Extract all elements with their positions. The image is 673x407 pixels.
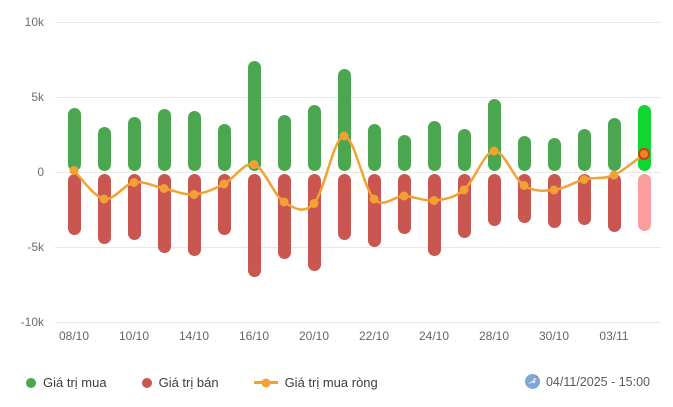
buy-bar[interactable] — [547, 137, 561, 171]
sell-bar[interactable] — [607, 174, 621, 232]
buy-legend-dot-icon — [26, 377, 36, 388]
buy-bar[interactable] — [277, 115, 291, 171]
legend-item-net[interactable]: Giá trị mua ròng — [253, 375, 378, 390]
x-axis-tick-label: 16/10 — [238, 329, 270, 343]
x-axis-tick-label: 10/10 — [118, 329, 150, 343]
gridline-10k — [55, 22, 661, 23]
x-axis-tick-label: 30/10 — [538, 329, 570, 343]
sell-legend-dot-icon — [141, 377, 152, 388]
sell-bar[interactable] — [637, 174, 651, 231]
sell-bar[interactable] — [127, 174, 141, 240]
x-axis-tick-label: 22/10 — [358, 329, 390, 343]
x-axis-tick-label: 08/10 — [58, 329, 90, 343]
sell-bar[interactable] — [157, 174, 171, 253]
buy-bar[interactable] — [307, 104, 321, 171]
sell-bar[interactable] — [277, 174, 291, 259]
sell-bar[interactable] — [337, 174, 351, 240]
buy-bar[interactable] — [517, 136, 531, 171]
y-axis-tick-label: -10k — [20, 315, 44, 329]
sell-bar[interactable] — [427, 174, 441, 256]
net-legend-line-icon — [253, 378, 278, 387]
x-axis-tick-label: 14/10 — [178, 329, 210, 343]
buy-bar[interactable] — [157, 109, 171, 171]
gridline-0 — [55, 172, 661, 173]
sell-bar[interactable] — [307, 174, 321, 271]
buy-bar[interactable] — [247, 61, 261, 171]
legend-item-sell[interactable]: Giá trị bán — [141, 375, 219, 390]
sell-bar[interactable] — [517, 174, 531, 223]
x-axis-tick-label: 28/10 — [478, 329, 510, 343]
legend-label-buy: Giá trị mua — [43, 375, 107, 390]
x-axis-tick-label: 03/11 — [599, 329, 629, 343]
buy-bar[interactable] — [187, 110, 201, 171]
gridline--5k — [55, 247, 661, 248]
timestamp-text: 04/11/2025 - 15:00 — [545, 374, 650, 389]
legend-label-net: Giá trị mua ròng — [284, 375, 378, 390]
y-axis-tick-label: -5k — [27, 240, 44, 254]
x-axis-tick-label: 20/10 — [298, 329, 330, 343]
buy-bar[interactable] — [67, 107, 81, 171]
y-axis-tick-label: 10k — [24, 15, 44, 29]
buy-bar[interactable] — [367, 124, 381, 171]
buy-bar[interactable] — [397, 134, 411, 171]
buy-bar[interactable] — [337, 68, 351, 171]
y-axis-tick-label: 0 — [37, 165, 44, 179]
x-axis-tick-label: 24/10 — [418, 329, 450, 343]
gridline-5k — [55, 97, 661, 98]
chart-timestamp: 04/11/2025 - 15:00 — [524, 374, 650, 389]
sell-bar[interactable] — [547, 174, 561, 228]
buy-bar[interactable] — [217, 124, 231, 171]
sell-bar[interactable] — [187, 174, 201, 256]
buy-bar[interactable] — [97, 127, 111, 171]
buy-bar[interactable] — [577, 128, 591, 171]
buy-bar[interactable] — [637, 104, 651, 171]
sell-bar[interactable] — [577, 174, 591, 225]
buy-bar[interactable] — [427, 121, 441, 171]
chart-legend: Giá trị mua Giá trị bán Giá trị mua ròng — [26, 375, 378, 390]
y-axis-tick-label: 5k — [31, 90, 44, 104]
site-logo-icon — [524, 374, 540, 389]
sell-bar[interactable] — [67, 174, 81, 235]
sell-bar[interactable] — [457, 174, 471, 238]
gridline--10k — [55, 322, 661, 323]
buy-bar[interactable] — [127, 116, 141, 171]
sell-bar[interactable] — [397, 174, 411, 234]
buy-bar[interactable] — [457, 128, 471, 171]
buy-bar[interactable] — [487, 98, 501, 171]
sell-bar[interactable] — [487, 174, 501, 226]
buy-bar[interactable] — [607, 118, 621, 171]
legend-label-sell: Giá trị bán — [158, 375, 219, 390]
sell-bar[interactable] — [247, 174, 261, 277]
sell-bar[interactable] — [367, 174, 381, 247]
legend-item-buy[interactable]: Giá trị mua — [26, 375, 107, 390]
sell-bar[interactable] — [217, 174, 231, 235]
sell-bar[interactable] — [97, 174, 111, 244]
